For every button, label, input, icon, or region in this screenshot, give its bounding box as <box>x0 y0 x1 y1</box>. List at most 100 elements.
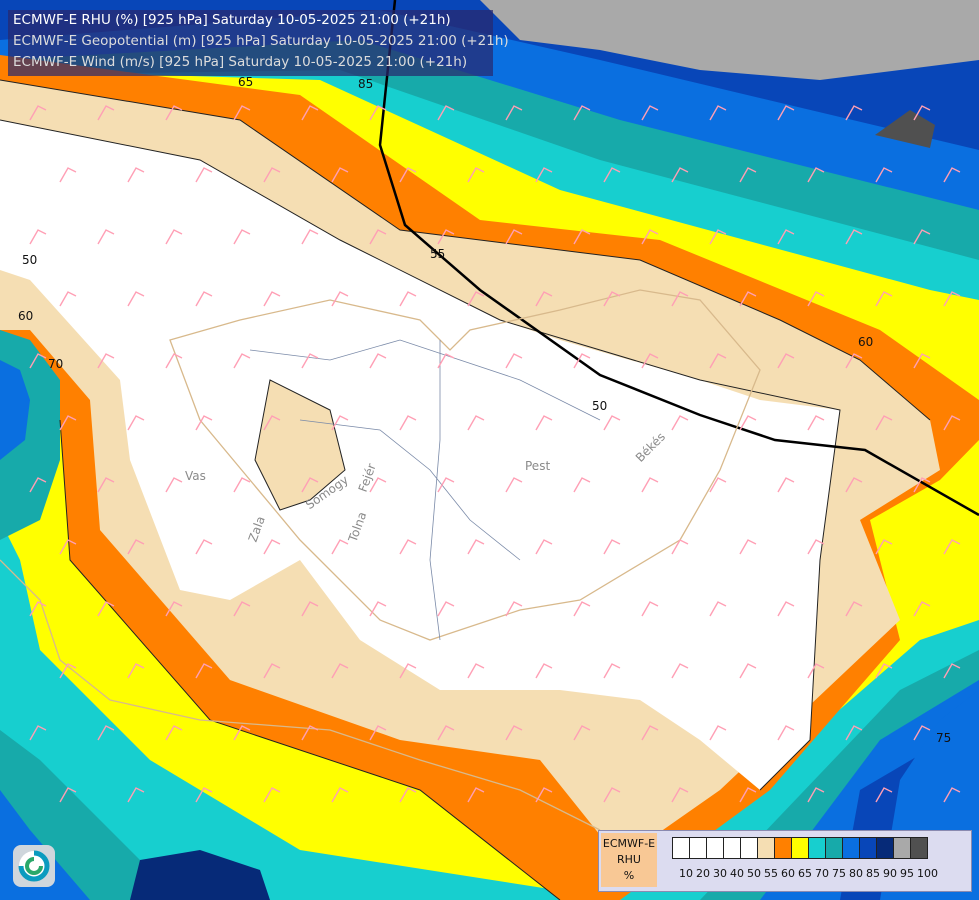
wind-barb-icon <box>233 725 251 741</box>
wind-barb-icon <box>535 787 553 803</box>
wind-barb-icon <box>535 539 553 555</box>
wind-barb-icon <box>709 105 727 121</box>
legend-tick-label: 75 <box>832 867 846 880</box>
wind-barb-icon <box>369 229 387 245</box>
wind-barb-icon <box>399 539 417 555</box>
legend-tick-label: 90 <box>883 867 897 880</box>
wind-barb-icon <box>603 167 621 183</box>
wind-barb-icon <box>641 229 659 245</box>
band-50 <box>0 120 840 790</box>
legend-tick-label: 65 <box>798 867 812 880</box>
island-55 <box>254 379 346 511</box>
legend-tick-label: 80 <box>849 867 863 880</box>
wind-barb-icon <box>467 663 485 679</box>
west-blob-inner <box>0 360 30 460</box>
legend-tick-label: 85 <box>866 867 880 880</box>
wind-barb-icon <box>301 725 319 741</box>
wind-barb-icon <box>943 415 961 431</box>
wind-barb-icon <box>641 601 659 617</box>
legend-swatch <box>893 837 911 859</box>
wind-barb-icon <box>263 291 281 307</box>
contour-label-65: 65 <box>238 75 253 89</box>
legend-tick-label: 20 <box>696 867 710 880</box>
wind-barb-icon <box>29 725 47 741</box>
wind-barb-icon <box>739 415 757 431</box>
wind-barb-icon <box>195 167 213 183</box>
wind-barb-icon <box>97 353 115 369</box>
wind-barb-icon <box>807 167 825 183</box>
wind-barb-icon <box>165 105 183 121</box>
wind-barb-icon <box>399 291 417 307</box>
wind-barb-icon <box>641 477 659 493</box>
wind-barb-icon <box>875 415 893 431</box>
legend-swatch <box>774 837 792 859</box>
wind-barb-icon <box>845 601 863 617</box>
wind-barb-icon <box>913 105 931 121</box>
legend-swatches <box>672 837 928 859</box>
legend-swatch <box>842 837 860 859</box>
legend-swatch <box>672 837 690 859</box>
wind-barb-icon <box>437 229 455 245</box>
wind-barb-icon <box>369 477 387 493</box>
wind-barb-icon <box>505 725 523 741</box>
title-box: ECMWF-E RHU (%) [925 hPa] Saturday 10-05… <box>8 10 509 76</box>
wind-barb-icon <box>195 539 213 555</box>
wind-barb-icon <box>573 725 591 741</box>
wind-barb-icon <box>875 787 893 803</box>
wind-barb-icon <box>845 229 863 245</box>
legend-swatch <box>723 837 741 859</box>
wind-barb-icon <box>437 477 455 493</box>
wind-barb-icon <box>913 229 931 245</box>
wind-barb-icon <box>233 229 251 245</box>
legend: ECMWF-E RHU % 10 20 30 40 50 55 60 65 70 75 80 85 90… <box>598 830 972 892</box>
wind-barb-icon <box>641 725 659 741</box>
wind-barb-icon <box>603 663 621 679</box>
legend-swatch <box>706 837 724 859</box>
legend-tick-label: 40 <box>730 867 744 880</box>
wind-barb-icon <box>739 291 757 307</box>
wind-barb-icon <box>127 415 145 431</box>
wind-barb-icon <box>29 601 47 617</box>
wind-barb-icon <box>331 539 349 555</box>
wind-barb-icon <box>127 291 145 307</box>
wind-barb-icon <box>709 229 727 245</box>
wind-barb-icon <box>535 663 553 679</box>
contour-label-55: 55 <box>430 247 445 261</box>
wind-barb-icon <box>165 477 183 493</box>
wind-barb-icon <box>331 787 349 803</box>
wind-barb-icon <box>671 663 689 679</box>
contour-label-75: 75 <box>936 731 951 745</box>
wind-barb-icon <box>301 105 319 121</box>
contour-label-50: 50 <box>22 253 37 267</box>
wind-barb-icon <box>913 477 931 493</box>
legend-tick-label: 70 <box>815 867 829 880</box>
region-label-pest: Pest <box>525 459 550 473</box>
legend-unit: % <box>623 869 635 882</box>
wind-barb-icon <box>739 787 757 803</box>
wind-barb-icon <box>709 601 727 617</box>
wind-barb-icon <box>127 787 145 803</box>
wind-barb-icon <box>505 105 523 121</box>
wind-barb-icon <box>671 539 689 555</box>
wind-barb-icon <box>943 539 961 555</box>
wind-barb-icon <box>467 787 485 803</box>
wind-barb-icon <box>739 167 757 183</box>
wind-barb-icon <box>59 291 77 307</box>
wind-barb-icon <box>709 725 727 741</box>
wind-barb-icon <box>709 353 727 369</box>
wind-barb-icon <box>641 105 659 121</box>
wind-barb-icon <box>369 725 387 741</box>
title-wind: ECMWF-E Wind (m/s) [925 hPa] Saturday 10… <box>13 54 468 70</box>
wind-barb-icon <box>195 787 213 803</box>
wind-barb-icon <box>505 229 523 245</box>
dark-grey-patch <box>875 110 935 148</box>
wind-barb-icon <box>807 291 825 307</box>
legend-swatch <box>740 837 758 859</box>
wind-barb-icon <box>467 415 485 431</box>
wind-barb-icon <box>739 539 757 555</box>
wind-barb-icon <box>233 477 251 493</box>
wind-barb-icon <box>59 787 77 803</box>
wind-barb-icon <box>913 353 931 369</box>
wind-barb-icon <box>399 787 417 803</box>
